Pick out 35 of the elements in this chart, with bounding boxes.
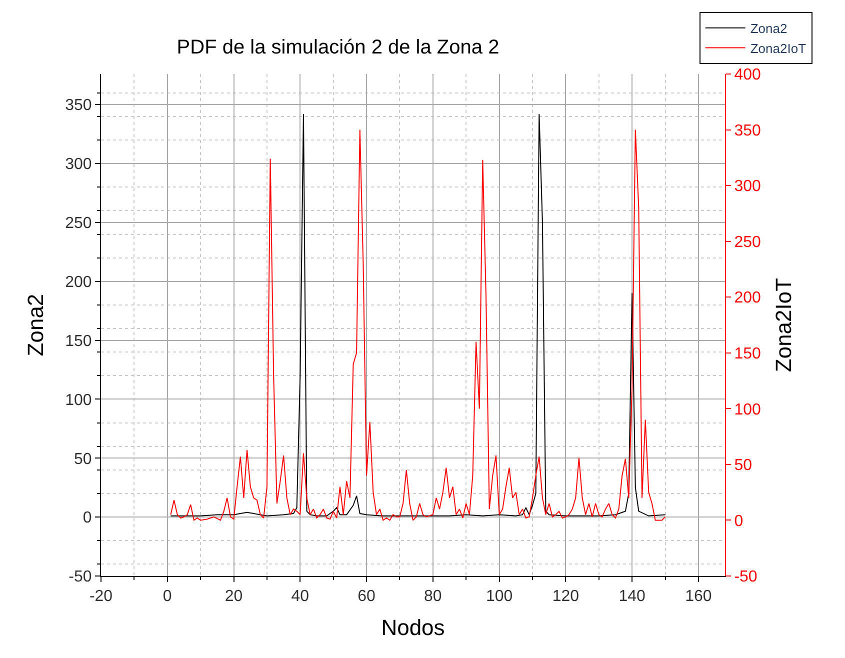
x-tick-label: 0 (162, 588, 172, 606)
y2-tick-label: 100 (734, 401, 761, 418)
y2-axis-title: Zona2IoT (770, 278, 796, 372)
x-tick-label: 100 (486, 588, 513, 606)
y-tick-label: 100 (65, 392, 92, 409)
y-tick-label: 350 (65, 97, 92, 114)
y2-tick-label: 350 (734, 122, 761, 140)
x-tick-label: 120 (552, 588, 580, 606)
y-tick-label: 150 (65, 332, 92, 350)
y-tick-label: 250 (65, 215, 92, 232)
y2-tick-label: 200 (734, 290, 761, 307)
y2-tick-label: 250 (734, 234, 761, 251)
x-axis-title: Nodos (381, 615, 445, 640)
x-tick-label: -20 (89, 588, 113, 606)
legend-label: Zona2IoT (750, 40, 806, 56)
y-tick-label: 0 (82, 510, 92, 527)
x-tick-label: 60 (358, 588, 376, 606)
x-tick-label: 160 (685, 588, 712, 606)
x-tick-label: 140 (618, 588, 646, 606)
y-tick-label: 200 (65, 274, 92, 291)
legend-label: Zona2 (750, 20, 788, 36)
y2-tick-label: 150 (734, 345, 761, 362)
y-tick-label: -50 (68, 568, 92, 586)
y2-tick-label: 300 (734, 178, 761, 196)
x-tick-label: 40 (291, 588, 310, 606)
y-tick-label: 50 (74, 450, 92, 468)
x-tick-label: 20 (224, 588, 243, 606)
chart-title: PDF de la simulación 2 de la Zona 2 (176, 36, 500, 58)
y2-tick-label: 400 (734, 66, 761, 84)
x-tick-label: 80 (424, 588, 442, 606)
y2-tick-label: 50 (734, 457, 752, 474)
y2-tick-label: -50 (734, 568, 758, 586)
y-tick-label: 300 (65, 156, 92, 174)
y-axis-title: Zona2 (22, 294, 48, 356)
y2-tick-label: 0 (734, 512, 744, 530)
